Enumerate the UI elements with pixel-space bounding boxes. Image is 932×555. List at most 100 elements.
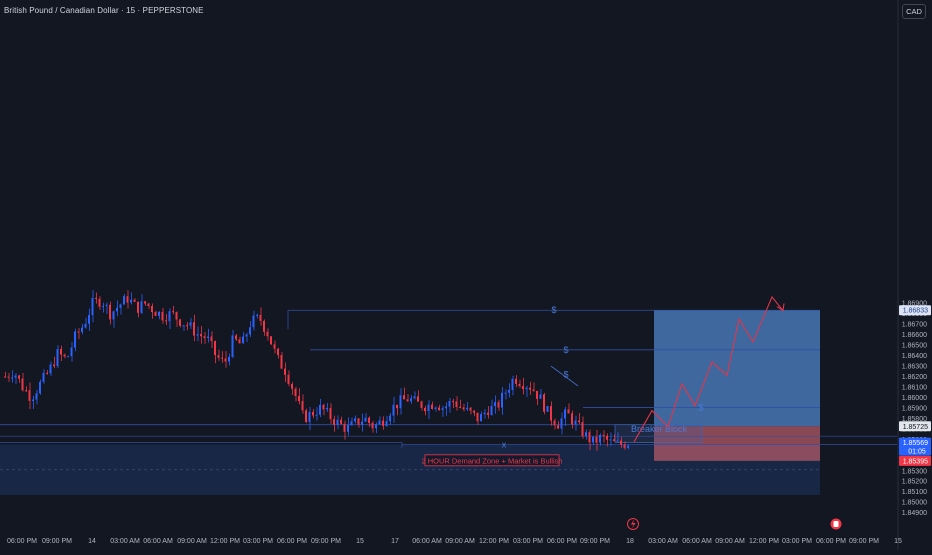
candle-body — [116, 307, 118, 312]
candle-body — [21, 378, 24, 391]
candle-body — [207, 336, 209, 338]
candle-body — [140, 301, 143, 313]
candle-body — [126, 296, 129, 303]
candle-body — [214, 341, 216, 356]
candle-body — [413, 396, 416, 399]
price-badge-bg — [899, 421, 931, 432]
candle-body — [112, 311, 115, 320]
candle-body — [560, 418, 563, 429]
candle-body — [280, 355, 283, 369]
candle-body — [312, 411, 314, 416]
candle-body — [557, 425, 559, 429]
candle-body — [396, 404, 398, 409]
candle-body — [455, 401, 458, 408]
price-badges: 1.86833 1.85725 1.85569 01:05 1.85395 — [899, 305, 931, 466]
lightning-icon — [627, 518, 639, 530]
candle-body — [441, 408, 444, 410]
candle-body — [203, 336, 206, 338]
trendline — [550, 365, 579, 387]
y-axis: 1.849001.850001.851001.852001.853001.854… — [897, 0, 927, 550]
x-tick-label: 09:00 AM — [445, 538, 475, 545]
y-tick-label: 1.86900 — [902, 301, 927, 308]
candle-body — [504, 392, 507, 394]
x-tick-label: 03:00 PM — [513, 538, 543, 545]
annotations-layer: $ $ $ $ x Breaker Block 2 HOUR Demand Zone + M… — [421, 305, 704, 467]
candle-body — [424, 407, 426, 412]
candle-body — [529, 387, 531, 390]
x-tick-label: 12:00 PM — [479, 538, 509, 545]
y-tick-label: 1.86400 — [902, 353, 927, 360]
candle-body — [270, 336, 272, 345]
zones-layer — [0, 310, 820, 495]
y-tick-label: 1.85900 — [902, 405, 927, 412]
candle-body — [592, 436, 594, 443]
candle-body — [228, 356, 230, 362]
currency-button[interactable]: CAD — [902, 4, 926, 19]
candle-body — [315, 414, 318, 416]
candle-body — [88, 315, 90, 324]
y-tick-label: 1.86100 — [902, 384, 927, 391]
candle-body — [340, 419, 342, 424]
candle-body — [49, 364, 52, 374]
candle-body — [144, 301, 146, 304]
candle-body — [158, 311, 160, 316]
candle-body — [81, 327, 83, 333]
candle-body — [329, 407, 332, 420]
demand-zone-label: 2 HOUR Demand Zone + Market is Bullish — [421, 456, 562, 465]
liquidity-levels-layer — [0, 309, 897, 448]
candle-body — [147, 303, 150, 306]
candle-body — [354, 418, 356, 422]
candle-body — [343, 423, 346, 432]
candle-body — [410, 398, 412, 402]
candle-body — [567, 409, 570, 414]
candle-body — [501, 392, 503, 408]
candle-body — [571, 413, 573, 425]
candle-body — [333, 419, 335, 425]
liquidity-symbol-2: $ — [563, 345, 568, 355]
candle-body — [42, 372, 45, 382]
candle-body — [221, 357, 223, 359]
lightning-glyph — [631, 519, 636, 529]
candle-body — [25, 390, 27, 392]
candle-body — [452, 400, 454, 402]
candle-body — [480, 414, 482, 422]
candle-body — [585, 432, 587, 437]
candle-body — [389, 415, 391, 422]
candle-body — [186, 325, 188, 327]
x-tick-label: 09:00 PM — [311, 538, 341, 545]
candle-body — [536, 390, 538, 399]
candle-body — [378, 420, 381, 425]
candle-body — [546, 406, 549, 412]
candle-body — [298, 396, 300, 402]
candle-body — [578, 420, 580, 423]
x-tick-label: 06:00 AM — [682, 538, 712, 545]
x-tick-label: 15 — [894, 538, 902, 545]
candle-body — [95, 297, 97, 299]
candle-body — [277, 348, 279, 356]
candle-body — [473, 410, 475, 413]
candle-body — [627, 445, 629, 448]
candle-body — [476, 412, 479, 422]
candle-body — [305, 410, 307, 423]
candle-body — [375, 424, 377, 429]
candle-body — [357, 418, 360, 425]
candle-body — [60, 348, 62, 355]
candle-body — [599, 434, 601, 443]
candle-body — [231, 335, 234, 357]
y-tick-label: 1.85800 — [902, 416, 927, 423]
candle-body — [494, 402, 496, 406]
candle-body — [196, 334, 199, 336]
x-tick-label: 09:00 AM — [177, 538, 207, 545]
y-tick-label: 1.86200 — [902, 374, 927, 381]
candle-body — [105, 304, 108, 306]
candles-layer — [4, 290, 629, 451]
candle-body — [616, 440, 619, 442]
candle-body — [14, 375, 17, 378]
candle-body — [130, 299, 132, 303]
candle-body — [613, 439, 615, 441]
candle-body — [543, 394, 545, 412]
candle-body — [399, 395, 402, 409]
candle-body — [382, 420, 384, 426]
